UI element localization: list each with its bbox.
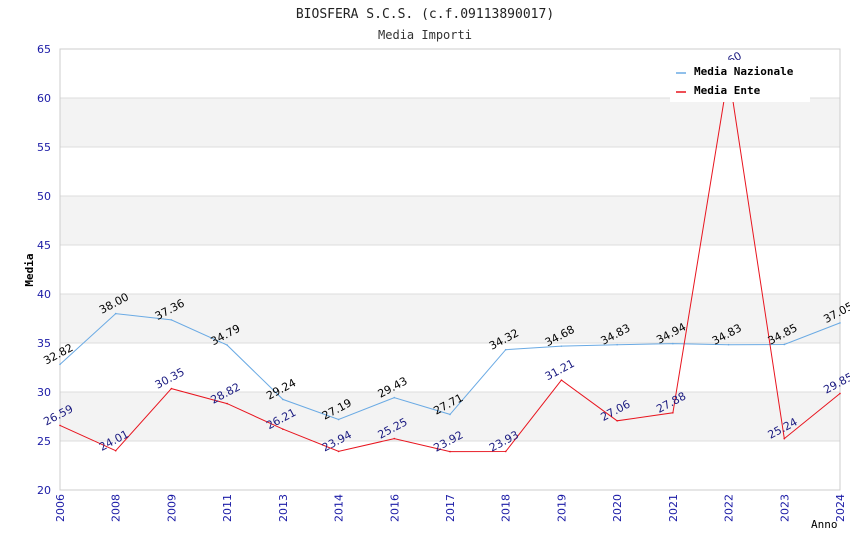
data-point [337,450,340,453]
x-axis-label: Anno [811,518,838,531]
chart-title: BIOSFERA S.C.S. (c.f.09113890017) [296,7,554,22]
data-point [504,450,507,453]
x-tick-label: 2018 [500,494,513,522]
y-tick-label: 35 [37,337,51,350]
data-point [783,437,786,440]
data-point [449,450,451,453]
grid-band [60,98,840,147]
data-label: 30.35 [153,365,187,391]
data-point [114,449,117,452]
y-tick-label: 65 [37,43,51,56]
data-point [616,343,618,346]
x-tick-label: 2009 [165,494,178,522]
legend-label-media-nazionale: Media Nazionale [694,65,794,78]
y-tick-label: 30 [37,386,51,399]
data-point [393,437,396,440]
data-point [170,387,173,390]
chart-subtitle: Media Importi [378,28,472,42]
data-point [839,322,841,324]
data-point [393,396,396,399]
data-point [337,418,340,421]
x-tick-label: 2008 [110,494,123,522]
x-tick-label: 2013 [277,494,290,522]
y-tick-label: 55 [37,141,51,154]
data-point [282,398,284,401]
data-point [839,392,841,395]
legend-box [670,60,810,102]
data-point [226,402,228,405]
x-axis-ticks: 2006 2008 2009 2011 2013 2014 2016 2017 2018 2019… [54,494,847,522]
data-point [449,413,451,416]
x-tick-label: 2019 [555,494,568,522]
plot-frame [59,48,841,491]
series-lines [59,71,841,453]
data-point [560,379,563,381]
legend-label-media-ente: Media Ente [694,84,761,97]
x-tick-label: 2023 [778,494,791,522]
data-label: 31.21 [543,357,577,383]
legend: Media Nazionale Media Ente [670,60,810,102]
data-point [170,319,173,321]
data-point [783,343,786,346]
grid-band [60,196,840,245]
x-tick-label: 2011 [221,494,234,522]
y-axis-ticks: 20 25 30 35 40 45 50 55 60 65 [37,43,51,497]
y-tick-label: 45 [37,239,51,252]
data-point [226,344,228,346]
y-tick-label: 50 [37,190,51,203]
data-point [114,312,117,315]
data-point [672,342,674,345]
data-point [59,424,61,427]
data-point [504,348,507,351]
y-tick-label: 40 [37,288,51,301]
data-point [282,428,284,430]
x-tick-label: 2020 [611,494,624,522]
y-axis-label: Media [23,253,36,286]
x-tick-label: 2006 [54,494,67,522]
grid-band [60,392,840,441]
x-tick-label: 2017 [444,494,457,522]
x-tick-label: 2014 [333,494,346,522]
y-tick-label: 20 [37,484,51,497]
data-point [560,345,563,347]
data-point [59,363,61,366]
x-tick-label: 2022 [723,494,736,522]
grid-bands [60,98,840,441]
y-tick-label: 60 [37,92,51,105]
data-point [727,343,730,346]
y-tick-label: 25 [37,435,51,448]
data-point [672,411,674,414]
x-tick-label: 2024 [834,494,847,522]
x-tick-label: 2021 [667,494,680,522]
x-tick-label: 2016 [388,494,401,522]
grid-band [60,294,840,343]
data-point [616,420,618,422]
